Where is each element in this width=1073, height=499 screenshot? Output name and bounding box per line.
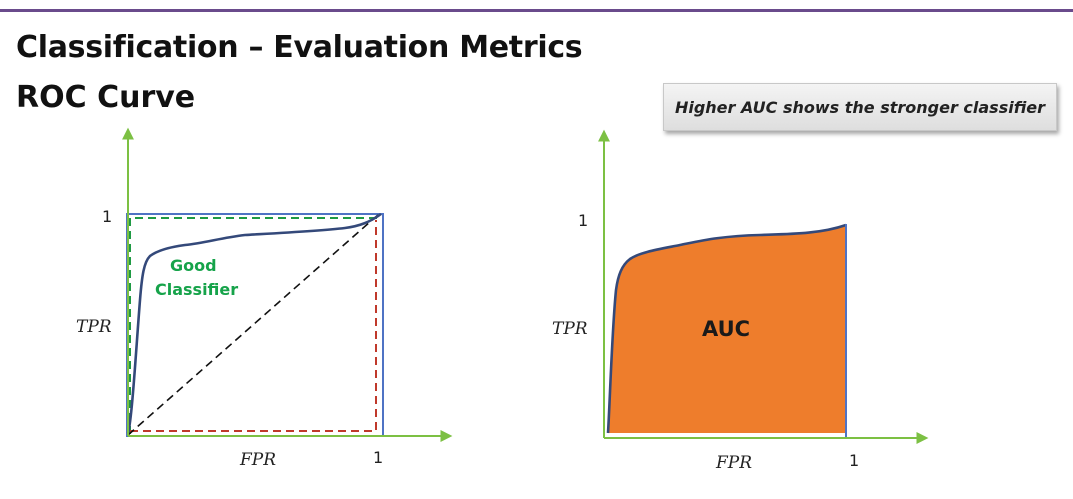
good-classifier-label-line2: Classifier — [155, 280, 238, 299]
auc-area — [608, 225, 846, 433]
left-y-tick: 1 — [102, 207, 112, 226]
callout-box: Higher AUC shows the stronger classifier — [663, 83, 1057, 131]
bad-classifier-dashed-path — [130, 220, 377, 432]
slide-subtitle: ROC Curve — [16, 80, 196, 115]
right-y-label: TPR — [552, 319, 588, 339]
left-roc-plot: 1 1 TPR FPR Good Classifier — [76, 127, 453, 470]
title-rule — [0, 9, 1073, 12]
random-classifier-diagonal — [127, 213, 380, 436]
auc-roc-curve — [606, 223, 847, 434]
right-x-tick: 1 — [849, 451, 859, 470]
right-y-tick: 1 — [578, 211, 588, 230]
good-classifier-dashed-path — [129, 217, 378, 434]
right-x-label: FPR — [715, 453, 752, 473]
slide-title: Classification – Evaluation Metrics — [16, 30, 583, 65]
perfect-classifier-box — [126, 213, 384, 437]
right-roc-plot: 1 1 TPR FPR AUC — [552, 129, 929, 473]
left-x-tick: 1 — [373, 448, 383, 467]
good-classifier-curve — [126, 212, 382, 434]
callout-text: Higher AUC shows the stronger classifier — [674, 97, 1046, 117]
left-x-label: FPR — [239, 450, 276, 470]
left-y-label: TPR — [76, 317, 112, 337]
good-classifier-label-line1: Good — [170, 256, 217, 275]
auc-label: AUC — [702, 317, 750, 341]
